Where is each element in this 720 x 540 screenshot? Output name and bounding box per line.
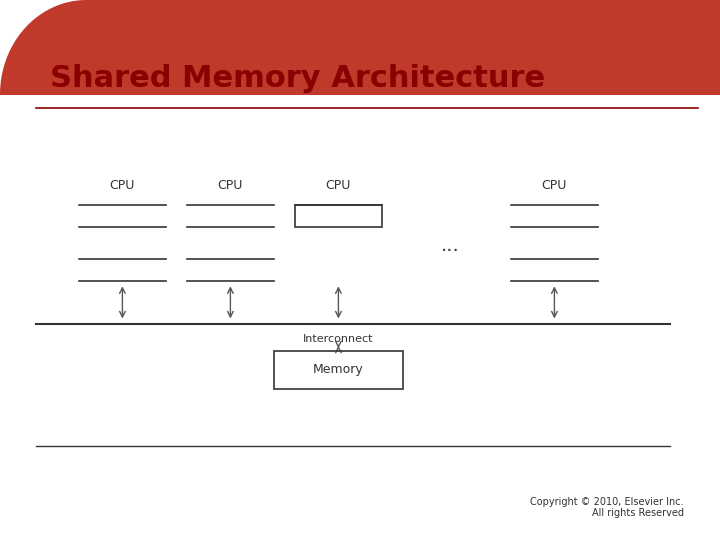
Text: CPU: CPU	[217, 179, 243, 192]
Text: CPU: CPU	[541, 179, 567, 192]
Polygon shape	[0, 0, 720, 94]
Text: Interconnect: Interconnect	[303, 334, 374, 344]
Text: ...: ...	[441, 236, 459, 255]
Text: Shared Memory Architecture: Shared Memory Architecture	[50, 64, 546, 93]
Text: Memory: Memory	[313, 363, 364, 376]
Text: Copyright © 2010, Elsevier Inc.
All rights Reserved: Copyright © 2010, Elsevier Inc. All righ…	[531, 497, 684, 518]
Polygon shape	[0, 0, 86, 94]
Text: CPU: CPU	[325, 179, 351, 192]
Text: CPU: CPU	[109, 179, 135, 192]
